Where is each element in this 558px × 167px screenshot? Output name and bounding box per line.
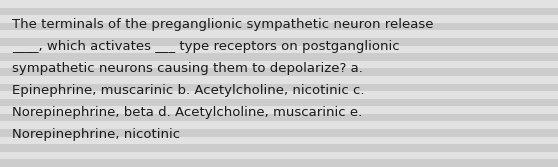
Text: The terminals of the preganglionic sympathetic neuron release: The terminals of the preganglionic sympa… [12, 18, 434, 31]
Bar [0, 68, 558, 76]
Bar [0, 152, 558, 159]
Bar [0, 8, 558, 15]
Bar [0, 121, 558, 129]
Bar [0, 144, 558, 152]
Bar [0, 76, 558, 84]
Bar [0, 129, 558, 137]
Bar [0, 106, 558, 114]
Bar [0, 30, 558, 38]
Bar [0, 159, 558, 167]
Bar [0, 114, 558, 121]
Bar [0, 99, 558, 106]
Bar [0, 46, 558, 53]
Text: Epinephrine, muscarinic b. Acetylcholine, nicotinic c.: Epinephrine, muscarinic b. Acetylcholine… [12, 84, 364, 97]
Bar [0, 53, 558, 61]
Bar [0, 15, 558, 23]
Bar [0, 91, 558, 99]
Bar [0, 61, 558, 68]
Text: sympathetic neurons causing them to depolarize? a.: sympathetic neurons causing them to depo… [12, 62, 363, 75]
Bar [0, 38, 558, 46]
Bar [0, 84, 558, 91]
Bar [0, 137, 558, 144]
Text: Norepinephrine, beta d. Acetylcholine, muscarinic e.: Norepinephrine, beta d. Acetylcholine, m… [12, 106, 362, 119]
Bar [0, 0, 558, 8]
Bar [0, 23, 558, 30]
Text: ____, which activates ___ type receptors on postganglionic: ____, which activates ___ type receptors… [12, 40, 400, 53]
Text: Norepinephrine, nicotinic: Norepinephrine, nicotinic [12, 128, 180, 141]
